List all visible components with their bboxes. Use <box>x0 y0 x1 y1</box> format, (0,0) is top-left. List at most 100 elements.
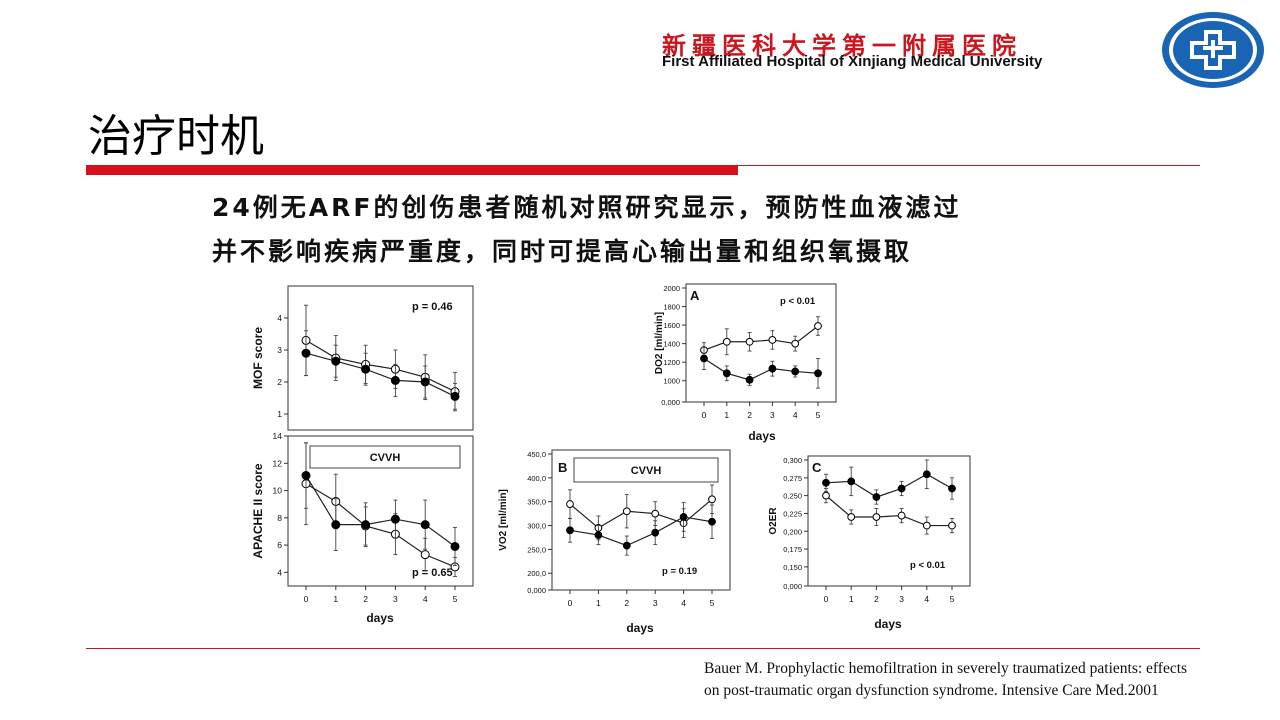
y-tick-label: 1 <box>277 409 282 419</box>
y-tick-label: 0,000 <box>783 582 802 591</box>
x-tick-label: 5 <box>816 410 821 420</box>
plot-frame <box>287 285 474 431</box>
y-tick-label: 0,175 <box>783 545 802 554</box>
x-tick-label: 4 <box>681 598 686 608</box>
title-divider-line <box>86 165 1200 166</box>
x-tick-label: 0 <box>568 598 573 608</box>
y-tick-label: 6 <box>277 540 282 550</box>
data-point-filled <box>361 520 371 530</box>
data-point-filled <box>420 520 430 530</box>
data-point-open <box>897 511 906 520</box>
data-point-filled <box>700 354 708 363</box>
panel-letter: A <box>690 288 700 303</box>
x-tick-label: 3 <box>653 598 658 608</box>
data-point-filled <box>822 478 830 487</box>
data-point-filled <box>768 364 777 373</box>
y-tick-label: 450,0 <box>527 450 546 459</box>
data-point-filled <box>450 541 460 551</box>
slide-title: 治疗时机 <box>88 111 264 162</box>
series-line <box>703 357 819 381</box>
x-tick-label: 0 <box>824 594 829 604</box>
series-line <box>825 495 952 527</box>
cvvh-box <box>573 457 719 483</box>
p-value-label: p = 0.19 <box>662 566 697 577</box>
data-point-open <box>566 500 574 508</box>
data-point-open <box>622 507 631 516</box>
y-tick-label: 1000 <box>663 377 680 386</box>
cvvh-label: CVVH <box>370 452 401 464</box>
data-point-open <box>745 337 754 346</box>
data-point-open <box>814 322 822 330</box>
y-tick-label: 0,000 <box>661 398 680 407</box>
y-tick-label: 200,0 <box>527 569 546 578</box>
data-point-open <box>872 513 881 521</box>
y-axis-label: APACHE II score <box>251 463 265 558</box>
chart-do2: 0,000 1000 1200 1400 1600 1800 2000 0 1 2 3 4 5 DO2 [… <box>654 283 837 443</box>
x-tick-label: 1 <box>333 594 338 604</box>
y-tick-label: 400,0 <box>527 474 546 483</box>
footer-divider-line <box>86 648 1200 649</box>
data-point-open <box>922 521 931 530</box>
x-tick-label: 4 <box>793 410 798 420</box>
data-point-filled <box>708 517 716 526</box>
y-tick-label: 12 <box>273 458 283 468</box>
x-tick-label: 3 <box>770 410 775 420</box>
series-line <box>703 325 819 351</box>
y-axis-label: DO2 [ml/min] <box>654 312 665 374</box>
y-axis-label: MOF score <box>251 327 265 389</box>
y-tick-label: 0,275 <box>783 474 802 483</box>
data-point-filled <box>390 375 400 385</box>
plot-frame <box>287 435 474 587</box>
y-axis-label: O2ER <box>768 507 779 535</box>
y-tick-label: 0,300 <box>783 456 802 465</box>
y-axis-label: VO2 [ml/min] <box>498 489 509 551</box>
data-point-filled <box>651 528 660 537</box>
data-point-filled <box>872 493 881 501</box>
y-tick-label: 4 <box>277 567 282 577</box>
y-tick-label: 250,0 <box>527 545 546 554</box>
series-line <box>305 339 456 393</box>
p-value-label: p = 0.65 <box>412 567 453 579</box>
data-point-open <box>708 495 716 504</box>
p-value-label: p = 0.46 <box>412 301 453 313</box>
x-tick-label: 2 <box>363 594 368 604</box>
x-tick-label: 0 <box>304 594 309 604</box>
y-tick-label: 10 <box>273 486 283 496</box>
series-line <box>569 516 713 547</box>
data-point-filled <box>566 526 574 535</box>
data-point-filled <box>922 470 931 479</box>
series-line <box>569 498 713 529</box>
y-tick-label: 14 <box>273 431 283 441</box>
x-axis-label: days <box>626 621 654 635</box>
data-point-open <box>420 550 430 560</box>
data-point-filled <box>791 367 800 376</box>
data-point-filled <box>301 348 311 358</box>
data-point-filled <box>722 369 731 378</box>
data-point-filled <box>594 531 603 539</box>
x-axis-label: days <box>366 611 394 625</box>
chart-mof-score: 1 2 3 4 MOF score p = 0.46 <box>251 285 474 431</box>
chart-o2er: 0,000 0,150 0,175 0,200 0,225 0,250 0,275 0,300… <box>768 455 971 631</box>
chart-vo2: 0,000 200,0 250,0 300,0 350,0 400,0 450,0 0 1 2 3 4… <box>498 449 731 635</box>
hospital-name-cn: 新疆医科大学第一附属医院 <box>662 32 1022 60</box>
x-tick-label: 3 <box>393 594 398 604</box>
x-tick-label: 2 <box>874 594 879 604</box>
x-tick-label: 5 <box>710 598 715 608</box>
y-tick-label: 2000 <box>663 284 680 293</box>
data-point-filled <box>814 369 822 378</box>
y-tick-label: 0,000 <box>527 586 546 595</box>
x-tick-label: 4 <box>423 594 428 604</box>
data-point-open <box>847 513 856 521</box>
x-tick-label: 4 <box>924 594 929 604</box>
citation: Bauer M. Prophylactic hemofiltration in … <box>704 658 1187 702</box>
x-tick-label: 5 <box>453 594 458 604</box>
data-point-filled <box>847 477 856 486</box>
y-tick-label: 4 <box>277 313 282 323</box>
citation-line-1: Bauer M. Prophylactic hemofiltration in … <box>704 660 1188 677</box>
title-accent-bar <box>86 166 738 175</box>
p-value-label: p < 0.01 <box>780 296 816 307</box>
x-axis-label: days <box>874 617 902 631</box>
x-axis-label: days <box>748 429 776 443</box>
y-tick-label: 0,200 <box>783 527 802 536</box>
